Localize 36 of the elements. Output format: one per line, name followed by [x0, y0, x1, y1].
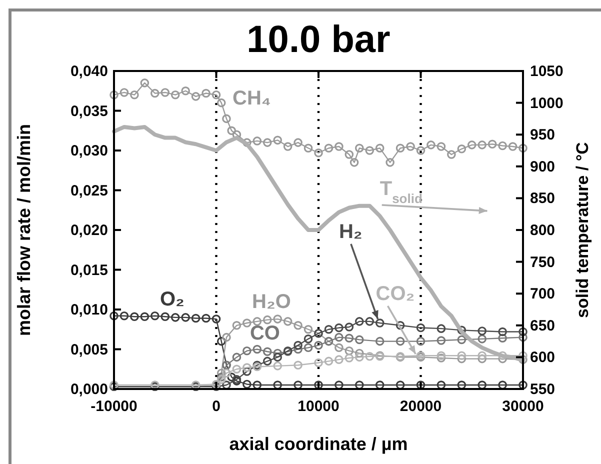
y2-axis-title: solid temperature / °C	[573, 142, 592, 318]
y2-tick-label: 600	[530, 349, 556, 366]
text: CO₂	[376, 282, 415, 305]
text: H₂	[338, 220, 362, 243]
y2-tick-label: 1000	[530, 94, 564, 112]
y2-tick-label: 900	[530, 158, 556, 176]
y-tick-label: 0,025	[70, 182, 108, 200]
x-tick-label: 20000	[400, 398, 442, 415]
y-tick-label: 0,005	[70, 341, 108, 358]
x-tick-label: 10000	[298, 398, 340, 415]
y-tick-label: 0,000	[70, 381, 108, 398]
x-axis-title: axial coordinate / µm	[229, 434, 408, 454]
y2-tick-label: 800	[530, 222, 556, 239]
y-tick-label: 0,015	[70, 262, 108, 279]
y-tick-label: 0,030	[70, 142, 108, 160]
y2-tick-label: 700	[530, 286, 556, 303]
y2-tick-label: 550	[530, 381, 556, 398]
y2-tick-label: 950	[530, 126, 556, 144]
series-label: H₂O	[252, 290, 291, 313]
y-tick-label: 0,035	[70, 102, 108, 120]
y-tick-label: 0,040	[70, 63, 108, 80]
y-axis-title: molar flow rate / mol/min	[14, 124, 34, 336]
y2-tick-label: 850	[530, 190, 556, 208]
y2-tick-label: 750	[530, 254, 556, 271]
series-label: CH₄	[232, 87, 271, 110]
series-label: O₂	[160, 288, 184, 311]
x-tick-label: 0	[212, 398, 220, 415]
y2-tick-label: 650	[530, 317, 556, 334]
series-label: CO	[250, 322, 280, 345]
series-label: T$_{solid}$	[380, 178, 422, 206]
chart-title: 10.0 bar	[246, 19, 391, 61]
x-tick-label: -10000	[90, 398, 138, 415]
y2-tick-label: 1050	[530, 63, 564, 80]
x-tick-label: 30000	[502, 398, 544, 415]
y-tick-label: 0,010	[70, 302, 108, 318]
y-tick-label: 0,020	[70, 222, 108, 239]
